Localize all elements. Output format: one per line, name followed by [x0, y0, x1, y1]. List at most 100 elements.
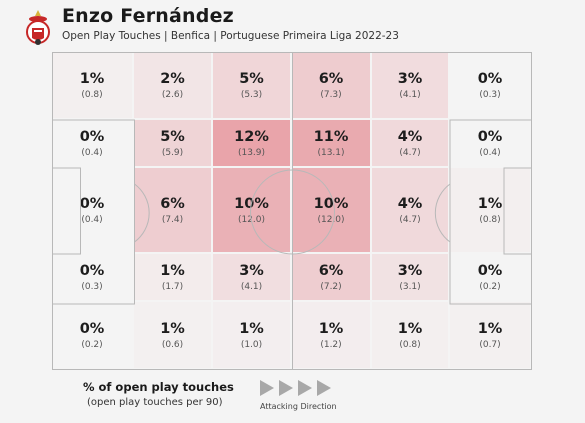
- cell-per90: (0.8): [479, 215, 501, 225]
- cell-percent: 5%: [160, 129, 185, 145]
- cell-per90: (13.9): [237, 148, 266, 158]
- grid-cell: 3% (3.1): [372, 254, 450, 302]
- header: Enzo Fernández Open Play Touches | Benfi…: [0, 0, 585, 50]
- grid-cell: 1% (1.2): [292, 302, 372, 370]
- grid-cell: 1% (0.6): [134, 302, 213, 370]
- cell-percent: 1%: [397, 321, 423, 337]
- cell-per90: (0.3): [479, 90, 501, 100]
- grid-cell: 0% (0.3): [450, 52, 532, 120]
- cell-percent: 3%: [397, 71, 423, 87]
- grid-cell: 6% (7.2): [292, 254, 372, 302]
- cell-percent: 3%: [239, 263, 264, 279]
- cell-per90: (4.7): [399, 215, 421, 225]
- cell-per90: (13.1): [317, 148, 345, 158]
- grid-cell: 0% (0.2): [450, 254, 532, 302]
- cell-per90: (0.4): [81, 215, 103, 225]
- cell-per90: (0.4): [81, 148, 103, 158]
- cell-percent: 0%: [477, 71, 503, 87]
- grid-cell: 0% (0.4): [52, 168, 134, 254]
- cell-per90: (0.6): [161, 340, 184, 350]
- page-subtitle: Open Play Touches | Benfica | Portuguese…: [62, 30, 399, 42]
- page-title: Enzo Fernández: [62, 5, 234, 27]
- cell-per90: (0.4): [479, 148, 501, 158]
- cell-per90: (0.7): [479, 340, 501, 350]
- play-arrow-icon: [279, 380, 293, 396]
- cell-percent: 4%: [397, 196, 423, 212]
- cell-per90: (0.8): [399, 340, 421, 350]
- cell-per90: (4.7): [399, 148, 421, 158]
- cell-per90: (7.3): [320, 90, 342, 100]
- grid-cell: 4% (4.7): [372, 120, 450, 168]
- benfica-crest-icon: [26, 10, 50, 45]
- cell-percent: 4%: [397, 129, 423, 145]
- cell-percent: 1%: [477, 321, 503, 337]
- play-arrow-icon: [317, 380, 331, 396]
- cell-percent: 1%: [239, 321, 264, 337]
- cell-percent: 1%: [79, 71, 105, 87]
- attacking-direction-arrows: [260, 380, 331, 396]
- cell-percent: 6%: [318, 71, 344, 87]
- cell-per90: (2.6): [161, 90, 184, 100]
- play-arrow-icon: [260, 380, 274, 396]
- cell-percent: 6%: [318, 263, 344, 279]
- grid-cell: 10% (12.0): [292, 168, 372, 254]
- cell-per90: (4.1): [399, 90, 421, 100]
- legend-subtitle: (open play touches per 90): [87, 397, 223, 408]
- pitch-lines: [52, 52, 532, 370]
- cell-percent: 1%: [160, 321, 185, 337]
- grid-cell: 5% (5.9): [134, 120, 213, 168]
- cell-percent: 2%: [160, 71, 185, 87]
- cell-percent: 0%: [477, 263, 503, 279]
- legend-title: % of open play touches: [83, 380, 234, 394]
- grid-cell: 1% (0.7): [450, 302, 532, 370]
- cell-percent: 1%: [318, 321, 344, 337]
- cell-per90: (0.2): [479, 282, 501, 292]
- cell-percent: 0%: [79, 196, 105, 212]
- grid-cell: 0% (0.3): [52, 254, 134, 302]
- cell-per90: (0.2): [81, 340, 103, 350]
- grid-cell: 1% (0.8): [450, 168, 532, 254]
- cell-percent: 12%: [234, 129, 269, 145]
- grid-cell: 10% (12.0): [213, 168, 292, 254]
- attacking-direction-label: Attacking Direction: [260, 402, 337, 411]
- cell-percent: 0%: [477, 129, 503, 145]
- grid-cell: 1% (1.7): [134, 254, 213, 302]
- grid-cell: 12% (13.9): [213, 120, 292, 168]
- cell-per90: (1.0): [240, 340, 263, 350]
- cell-percent: 6%: [160, 196, 185, 212]
- grid-cell: 2% (2.6): [134, 52, 213, 120]
- cell-percent: 1%: [477, 196, 503, 212]
- cell-percent: 10%: [313, 196, 349, 212]
- cell-percent: 11%: [313, 129, 349, 145]
- cell-percent: 1%: [160, 263, 185, 279]
- grid-cell: 3% (4.1): [213, 254, 292, 302]
- grid-cell: 11% (13.1): [292, 120, 372, 168]
- grid-cell: 6% (7.3): [292, 52, 372, 120]
- cell-per90: (3.1): [399, 282, 421, 292]
- cell-percent: 0%: [79, 129, 105, 145]
- grid-cell: 5% (5.3): [213, 52, 292, 120]
- cell-per90: (7.2): [320, 282, 342, 292]
- cell-percent: 0%: [79, 263, 105, 279]
- grid-cell: 6% (7.4): [134, 168, 213, 254]
- cell-per90: (1.2): [320, 340, 342, 350]
- cell-per90: (0.8): [81, 90, 103, 100]
- cell-per90: (5.3): [240, 90, 263, 100]
- grid-cell: 0% (0.4): [52, 120, 134, 168]
- play-arrow-icon: [298, 380, 312, 396]
- grid-cell: 1% (0.8): [52, 52, 134, 120]
- cell-per90: (4.1): [240, 282, 263, 292]
- cell-per90: (12.0): [317, 215, 345, 225]
- cell-per90: (0.3): [81, 282, 103, 292]
- grid-cell: 3% (4.1): [372, 52, 450, 120]
- grid-cell: 1% (1.0): [213, 302, 292, 370]
- cell-per90: (1.7): [161, 282, 184, 292]
- cell-percent: 5%: [239, 71, 264, 87]
- cell-percent: 0%: [79, 321, 105, 337]
- cell-percent: 3%: [397, 263, 423, 279]
- grid-cell: 4% (4.7): [372, 168, 450, 254]
- cell-per90: (5.9): [161, 148, 184, 158]
- touch-grid: 1% (0.8) 2% (2.6) 5% (5.3) 6% (7.3) 3% (4.1) 0% (0.…: [52, 52, 532, 370]
- grid-cell: 1% (0.8): [372, 302, 450, 370]
- cell-per90: (7.4): [161, 215, 184, 225]
